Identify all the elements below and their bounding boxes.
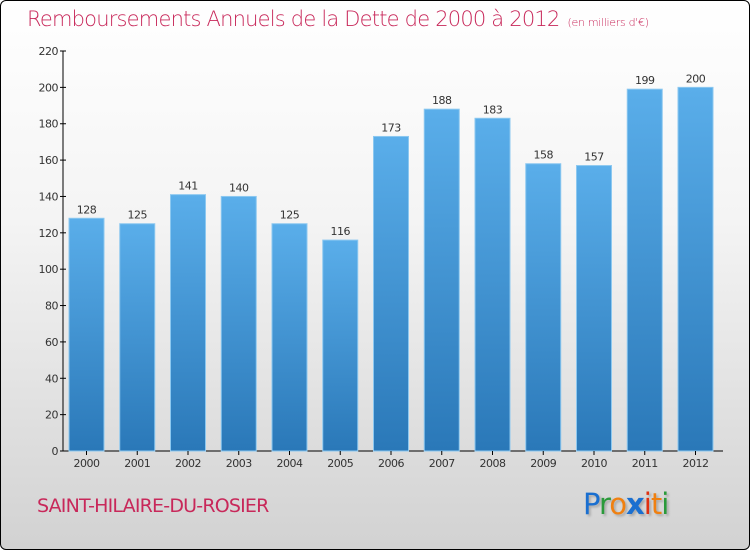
y-tick-label: 0 [52,445,59,458]
chart-subtitle: (en milliers d'€) [567,16,649,29]
data-label: 183 [483,103,503,116]
x-tick-label: 2007 [429,457,455,470]
y-tick-label: 200 [39,81,59,94]
data-label: 199 [635,74,655,87]
x-tick-label: 2003 [226,457,252,470]
bar [576,165,612,452]
data-label: 125 [128,209,148,222]
bar [373,135,409,452]
x-tick-label: 2012 [683,457,709,470]
bar [170,194,206,452]
bar [525,163,562,452]
city-name: SAINT-HILAIRE-DU-ROSIER [37,495,269,517]
bar [423,108,460,452]
y-tick-label: 160 [39,154,59,167]
x-tick-label: 2008 [480,457,506,470]
bar [626,88,663,452]
y-tick-label: 20 [45,409,58,422]
x-tick-label: 2002 [175,457,201,470]
chart-title: Remboursements Annuels de la Dette de 20… [27,7,649,31]
y-tick-label: 180 [39,118,59,131]
data-label: 200 [686,72,706,85]
x-tick-label: 2004 [277,457,303,470]
y-tick-label: 100 [39,263,59,276]
data-label: 157 [584,151,604,164]
data-label: 141 [178,180,198,193]
data-label: 173 [381,121,401,134]
data-label: 128 [77,203,97,216]
bar [220,195,257,452]
title-text: Remboursements Annuels de la Dette de 20… [27,7,560,31]
x-tick-label: 2010 [581,457,607,470]
bar [119,223,156,452]
data-label: 188 [432,94,452,107]
x-tick-label: 2001 [124,457,150,470]
bar [271,223,308,452]
data-label: 116 [331,225,351,238]
bar [68,217,105,452]
y-tick-label: 220 [39,45,59,58]
y-tick-label: 140 [39,190,59,203]
bar [322,239,359,452]
x-tick-label: 2000 [74,457,100,470]
data-label: 125 [280,209,300,222]
bar [677,86,714,452]
x-tick-label: 2005 [327,457,353,470]
x-tick-label: 2006 [378,457,404,470]
y-tick-label: 60 [45,336,58,349]
y-tick-label: 40 [45,372,58,385]
proxiti-logo: Proxiti [583,487,669,521]
y-tick-label: 120 [39,227,59,240]
y-tick-label: 80 [45,300,58,313]
data-label: 158 [534,149,554,162]
data-label: 140 [229,181,249,194]
bar [474,117,511,452]
x-tick-label: 2011 [632,457,658,470]
x-tick-label: 2009 [530,457,556,470]
